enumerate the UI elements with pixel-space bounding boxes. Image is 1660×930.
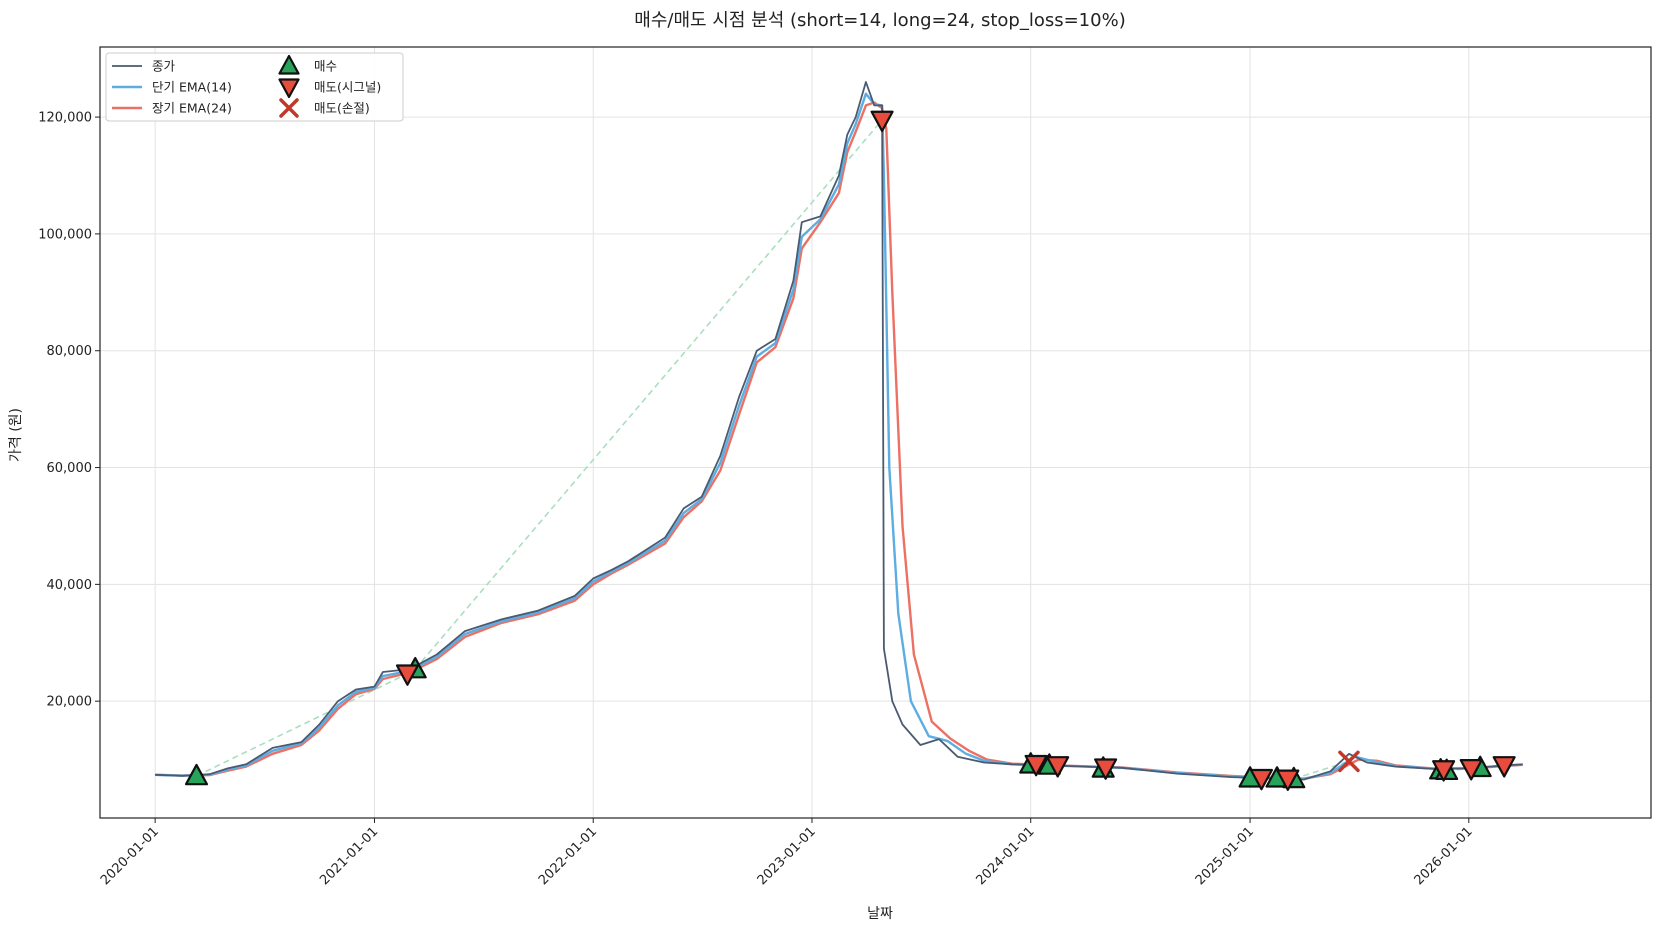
x-axis-title: 날짜	[867, 906, 893, 922]
legend-label: 매수	[314, 59, 337, 74]
legend-box	[105, 52, 404, 122]
y-axis-title: 가격 (원)	[8, 408, 24, 462]
series-layer	[155, 81, 1523, 781]
legend-swatch-sell-signal	[278, 78, 300, 99]
x-tick-label: 2025-01-01	[1193, 824, 1257, 888]
sell-signal-marker	[1492, 756, 1516, 778]
sell-signal-marker	[1459, 759, 1483, 781]
x-tick-label: 2026-01-01	[1412, 824, 1476, 888]
x-tick-label: 2024-01-01	[974, 824, 1038, 888]
sell-signal-marker	[1276, 769, 1300, 791]
y-tick-label: 120,000	[38, 111, 92, 126]
y-tick-label: 100,000	[38, 227, 92, 242]
sell-stop-stroke	[1338, 750, 1360, 773]
buy-marker	[184, 763, 209, 786]
legend-swatch-sell-stop	[279, 98, 299, 118]
legend-swatch-buy	[278, 54, 300, 75]
x-tick-label: 2021-01-01	[317, 824, 381, 888]
series-line-ema-short	[155, 92, 1523, 781]
sell-signal-marker	[395, 664, 419, 686]
sell-signal-marker	[1024, 754, 1048, 777]
marker-layer	[184, 110, 1516, 791]
y-tick-label: 60,000	[47, 461, 93, 476]
x-tick-label: 2022-01-01	[536, 824, 600, 888]
y-tick-label: 80,000	[47, 344, 93, 359]
sell-signal-marker	[1094, 758, 1118, 780]
x-tick-label: 2023-01-01	[755, 824, 819, 888]
grid-layer	[100, 47, 1651, 818]
legend-label: 장기 EMA(24)	[152, 101, 232, 116]
sell-signal-marker	[870, 110, 894, 133]
legend-label: 종가	[152, 59, 176, 74]
sell-signal-marker	[1432, 760, 1456, 782]
sell-stop-marker	[1338, 750, 1360, 773]
x-tick-label: 2020-01-01	[98, 824, 162, 888]
trade-connection-line	[414, 119, 883, 670]
legend-label: 매도(시그널)	[314, 80, 381, 95]
sell-signal-marker	[1046, 756, 1070, 778]
chart-title: 매수/매도 시점 분석 (short=14, long=24, stop_los…	[634, 10, 1125, 31]
legend-label: 단기 EMA(14)	[152, 80, 232, 95]
series-line-close	[155, 81, 1523, 781]
plot-frame	[99, 46, 1652, 819]
legend-swatch-stroke	[279, 98, 299, 118]
legend-label: 매도(손절)	[314, 101, 370, 116]
y-tick-label: 20,000	[47, 695, 93, 710]
sell-signal-marker	[1249, 768, 1274, 791]
series-line-ema-long	[155, 101, 1523, 780]
y-tick-label: 40,000	[47, 578, 93, 593]
trade-lines-layer	[196, 119, 1505, 780]
